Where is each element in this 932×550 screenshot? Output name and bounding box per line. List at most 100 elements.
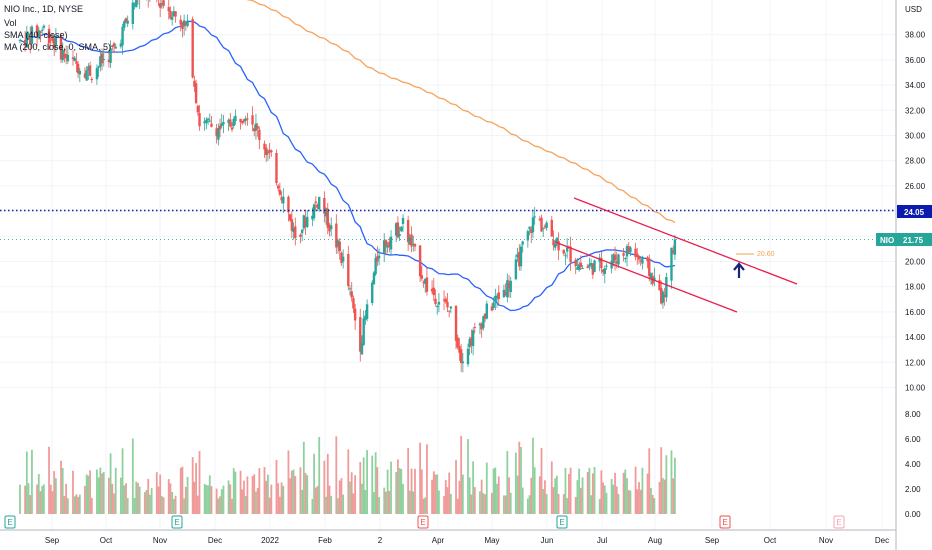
candle-body bbox=[51, 37, 54, 41]
candle-body bbox=[424, 278, 427, 284]
volume-bar bbox=[205, 484, 208, 514]
candle-body bbox=[242, 119, 246, 122]
candle-body bbox=[648, 258, 651, 276]
volume-bar bbox=[73, 496, 76, 514]
time-tick-label: Jul bbox=[597, 536, 607, 545]
volume-bar bbox=[626, 478, 628, 514]
candle-body bbox=[400, 226, 403, 232]
volume-bar bbox=[448, 472, 451, 514]
price-tick-label: 26.00 bbox=[905, 182, 926, 191]
candle-body bbox=[408, 237, 412, 245]
volume-bar bbox=[449, 493, 452, 514]
candle-body bbox=[519, 246, 523, 267]
candle-body bbox=[270, 150, 273, 153]
volume-bar bbox=[349, 481, 351, 514]
volume-bar bbox=[196, 495, 199, 514]
resistance-price-tag: 24.05 bbox=[897, 205, 932, 218]
candle-body bbox=[198, 113, 201, 127]
candle-body bbox=[661, 291, 665, 303]
volume-bar bbox=[472, 461, 475, 514]
candle-body bbox=[432, 287, 435, 296]
volume-bar bbox=[492, 468, 495, 514]
earnings-marker-label: E bbox=[174, 518, 179, 527]
volume-bar bbox=[600, 470, 603, 514]
volume-bar bbox=[497, 476, 500, 514]
channel-lower bbox=[554, 241, 738, 313]
volume-bar bbox=[137, 483, 139, 514]
candle-body bbox=[184, 21, 188, 25]
candle-body bbox=[282, 196, 285, 204]
candle-body bbox=[531, 217, 535, 233]
candle-body bbox=[205, 119, 208, 124]
volume-bar bbox=[574, 496, 577, 514]
candle-body bbox=[352, 298, 355, 309]
volume-bar bbox=[287, 450, 290, 514]
candle-body bbox=[278, 189, 282, 195]
time-tick-label: Nov bbox=[153, 536, 167, 545]
volume-bar bbox=[135, 481, 138, 514]
candle-body bbox=[497, 292, 500, 300]
candle-body bbox=[99, 56, 102, 67]
volume-bar bbox=[468, 477, 471, 514]
volume-bar bbox=[162, 497, 165, 514]
volume-bar bbox=[36, 484, 38, 514]
volume-bar bbox=[610, 478, 613, 514]
candle-body bbox=[162, 0, 165, 6]
candle-body bbox=[492, 302, 495, 308]
volume-bar bbox=[150, 488, 153, 514]
volume-bar bbox=[482, 493, 485, 514]
volume-bar bbox=[25, 451, 28, 514]
volume-bar bbox=[386, 469, 389, 514]
candle-body bbox=[299, 234, 302, 237]
volume-bar bbox=[54, 478, 57, 514]
candle-body bbox=[577, 264, 581, 270]
candle-body bbox=[266, 152, 270, 154]
candle-body bbox=[71, 57, 75, 59]
candle-body bbox=[350, 291, 353, 298]
candle-body bbox=[591, 263, 595, 275]
volume-bar bbox=[278, 496, 281, 514]
candle-body bbox=[302, 215, 306, 229]
candle-body bbox=[458, 346, 461, 353]
volume-bar bbox=[617, 494, 620, 514]
candle-body bbox=[135, 0, 138, 8]
candle-body bbox=[490, 306, 494, 311]
volume-bar bbox=[359, 461, 362, 514]
time-axis[interactable]: Sep Oct Nov Dec 2022 Feb 2 Apr May Jun Jul Aug Sep Oc… bbox=[45, 536, 889, 545]
candle-body bbox=[112, 43, 116, 47]
candle-body bbox=[234, 115, 237, 121]
candle-body bbox=[396, 222, 400, 238]
up-arrow bbox=[733, 262, 745, 278]
candle-body bbox=[670, 247, 673, 281]
candle-body bbox=[206, 118, 210, 121]
volume-bar bbox=[438, 490, 440, 514]
volume-bar bbox=[566, 498, 569, 514]
volume-bar bbox=[658, 481, 661, 514]
legend-sma40: SMA (40, close) bbox=[4, 30, 68, 40]
candle-body bbox=[215, 128, 218, 137]
volume-bar bbox=[121, 448, 124, 514]
candle-body bbox=[576, 267, 579, 270]
candle-body bbox=[83, 73, 87, 78]
candle-body bbox=[634, 248, 637, 258]
candle-body bbox=[557, 241, 560, 251]
volume-bar bbox=[590, 495, 593, 514]
sma40-line bbox=[19, 20, 676, 312]
time-tick-label: Nov bbox=[819, 536, 833, 545]
volume-bar bbox=[167, 479, 170, 514]
volume-bar bbox=[72, 470, 74, 514]
candle-body bbox=[663, 294, 666, 298]
candle-body bbox=[338, 241, 341, 252]
volume-bar bbox=[373, 492, 375, 514]
price-tick-label: 38.00 bbox=[905, 31, 926, 40]
candle-body bbox=[386, 245, 389, 248]
candle-body bbox=[102, 59, 105, 61]
volume-bar bbox=[378, 497, 380, 514]
candle-body bbox=[124, 18, 128, 22]
volume-bar bbox=[282, 485, 285, 514]
candle-body bbox=[186, 20, 189, 27]
volume-bar bbox=[446, 487, 449, 514]
candle-body bbox=[471, 330, 475, 347]
volume-bar bbox=[408, 490, 411, 514]
